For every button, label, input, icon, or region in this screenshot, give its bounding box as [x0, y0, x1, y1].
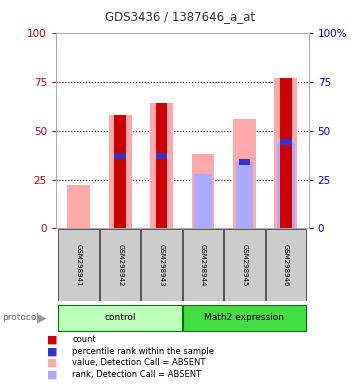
Text: ■: ■ — [47, 369, 57, 379]
Bar — [239, 159, 250, 165]
Text: protocol: protocol — [2, 313, 39, 322]
Text: GDS3436 / 1387646_a_at: GDS3436 / 1387646_a_at — [105, 10, 256, 23]
FancyBboxPatch shape — [58, 305, 182, 331]
Text: Math2 expression: Math2 expression — [204, 313, 284, 322]
Bar — [233, 119, 256, 228]
Text: ■: ■ — [47, 358, 57, 368]
Bar — [114, 153, 126, 159]
Bar — [114, 115, 126, 228]
Bar — [156, 103, 168, 228]
Text: count: count — [72, 335, 96, 344]
FancyBboxPatch shape — [266, 229, 306, 301]
Bar — [150, 103, 173, 228]
Text: percentile rank within the sample: percentile rank within the sample — [72, 347, 214, 356]
FancyBboxPatch shape — [183, 305, 306, 331]
Bar — [194, 174, 212, 228]
Text: GSM298946: GSM298946 — [283, 244, 289, 286]
Text: ▶: ▶ — [37, 311, 46, 324]
Text: control: control — [104, 313, 136, 322]
FancyBboxPatch shape — [141, 229, 182, 301]
Text: GSM298945: GSM298945 — [242, 244, 247, 286]
Bar — [236, 162, 253, 228]
Bar — [280, 78, 292, 228]
Bar — [192, 154, 214, 228]
Text: GSM298941: GSM298941 — [76, 244, 82, 286]
Text: rank, Detection Call = ABSENT: rank, Detection Call = ABSENT — [72, 370, 201, 379]
Bar — [68, 185, 90, 228]
FancyBboxPatch shape — [58, 229, 99, 301]
FancyBboxPatch shape — [100, 229, 140, 301]
Text: GSM298942: GSM298942 — [117, 244, 123, 286]
Text: ■: ■ — [47, 335, 57, 345]
Bar — [156, 153, 168, 159]
FancyBboxPatch shape — [183, 229, 223, 301]
FancyBboxPatch shape — [224, 229, 265, 301]
Bar — [277, 142, 295, 228]
Bar — [109, 115, 131, 228]
Bar — [274, 78, 297, 228]
Text: GSM298944: GSM298944 — [200, 244, 206, 286]
Text: value, Detection Call = ABSENT: value, Detection Call = ABSENT — [72, 358, 205, 367]
Bar — [280, 139, 292, 145]
Text: ■: ■ — [47, 346, 57, 356]
Text: GSM298943: GSM298943 — [158, 244, 165, 286]
